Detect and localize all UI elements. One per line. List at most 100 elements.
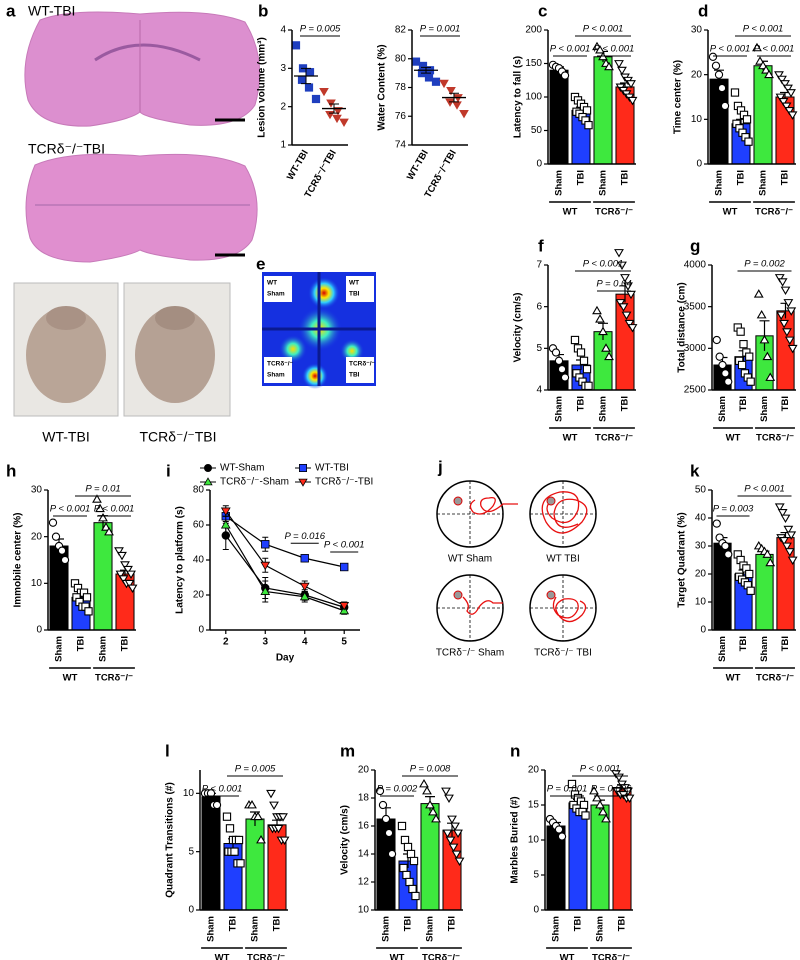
image-label: WT-TBI <box>42 429 89 445</box>
point <box>279 836 290 846</box>
point <box>452 101 462 110</box>
heatmap-label: WT <box>349 280 359 287</box>
point <box>617 261 627 271</box>
y-tick-label: 150 <box>525 58 542 69</box>
p-value: P = 0.003 <box>713 504 754 515</box>
bar <box>201 796 221 911</box>
x-tick-label: WT-TBI <box>405 148 431 182</box>
point <box>260 561 271 571</box>
point <box>736 327 745 336</box>
point <box>783 84 793 94</box>
point <box>261 540 270 549</box>
point <box>51 532 61 541</box>
point <box>123 565 133 575</box>
series-line <box>225 535 345 608</box>
heatmap-label: Sham <box>267 291 285 298</box>
group-label: TCRδ⁻/⁻ <box>595 207 633 218</box>
point <box>780 286 791 296</box>
legend-marker <box>203 463 212 472</box>
p-value: P = 0.001 <box>420 24 461 35</box>
point <box>774 71 784 80</box>
point <box>95 503 105 513</box>
point <box>124 579 135 589</box>
point <box>311 94 321 104</box>
point <box>230 847 239 856</box>
panel-letter: m <box>340 741 355 760</box>
point <box>712 519 721 528</box>
y-tick-label: 0 <box>536 159 542 170</box>
point <box>762 351 773 361</box>
group-label: WT <box>563 207 578 218</box>
heatmap-label: TBI <box>349 291 360 298</box>
p-value: P < 0.001 <box>550 44 591 55</box>
point <box>714 70 724 79</box>
group-label: WT <box>563 433 578 444</box>
y-tick-label: 10 <box>528 835 540 846</box>
point <box>445 98 455 107</box>
label-box <box>264 276 292 302</box>
point <box>777 508 788 518</box>
point <box>592 792 602 802</box>
error-bar <box>421 66 431 74</box>
point <box>761 65 771 74</box>
legend-label: WT-TBI <box>315 463 349 474</box>
point <box>299 591 310 601</box>
p-value: P = 0.005 <box>235 764 276 775</box>
y-tick-label: 12 <box>358 877 370 888</box>
y-tick-label: 30 <box>31 485 43 496</box>
point <box>737 360 747 370</box>
y-tick-label: 50 <box>695 485 707 496</box>
point <box>101 522 111 531</box>
point <box>409 856 419 866</box>
point <box>715 352 724 361</box>
point <box>598 806 608 816</box>
group-label: TCRδ⁻/⁻ <box>756 433 794 444</box>
x-tick-label: Sham <box>250 916 261 942</box>
point <box>115 570 126 580</box>
label-box <box>264 357 292 383</box>
x-tick-label: TBI <box>447 916 458 931</box>
y-tick-label: 20 <box>31 531 43 542</box>
y-axis-label: Quadrant Transitions (#) <box>165 782 176 898</box>
y-tick-label: 4 <box>280 25 286 36</box>
panel-letter: e <box>256 254 265 273</box>
group-label: WT <box>560 953 575 960</box>
x-tick-label: TBI <box>272 916 283 931</box>
point <box>120 561 130 570</box>
y-axis-label: Total distance (cm) <box>677 282 688 372</box>
y-tick-label: 20 <box>695 569 707 580</box>
group-label: WT <box>726 433 741 444</box>
point <box>717 83 727 93</box>
bar <box>709 78 729 165</box>
y-tick-label: 10 <box>31 578 43 589</box>
point <box>387 849 397 859</box>
point <box>756 309 767 319</box>
point <box>273 824 284 834</box>
point <box>236 859 245 868</box>
point <box>579 800 589 810</box>
y-tick-label: 6 <box>536 301 542 312</box>
legend-label: TCRδ⁻/⁻-TBI <box>315 477 373 488</box>
y-tick-label: 10 <box>691 114 703 125</box>
point <box>400 835 410 845</box>
x-tick-label: TBI <box>738 396 749 411</box>
y-tick-label: 100 <box>525 92 542 103</box>
y-tick-label: 5 <box>536 343 542 354</box>
point <box>319 87 329 97</box>
group-label: TCRδ⁻/⁻ <box>592 953 630 960</box>
heatmap-label: WT <box>267 280 277 287</box>
point <box>305 68 315 77</box>
point <box>450 822 460 832</box>
point <box>425 799 435 809</box>
point <box>786 531 797 540</box>
point <box>776 311 787 321</box>
point <box>384 828 394 838</box>
point <box>570 335 580 345</box>
point <box>759 334 770 344</box>
x-tick-label: Sham <box>717 396 728 422</box>
point <box>403 842 413 852</box>
x-tick-label: TBI <box>76 636 87 651</box>
point <box>614 60 624 69</box>
point <box>60 555 70 565</box>
